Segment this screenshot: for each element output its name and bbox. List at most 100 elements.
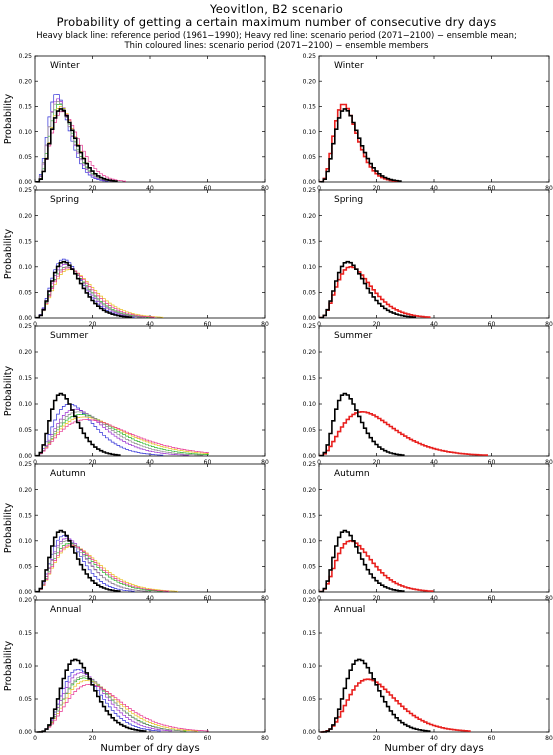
x-tick-label: 80 [261, 459, 269, 466]
x-tick-label: 60 [204, 321, 212, 328]
ensemble-member-line [36, 267, 155, 318]
x-tick-label: 20 [373, 459, 381, 466]
y-tick-label: 0.20 [303, 78, 317, 85]
y-tick-label: 0.25 [19, 323, 33, 330]
y-tick-label: 0.15 [19, 630, 33, 637]
x-tick-label: 20 [89, 735, 97, 742]
x-tick-label: 0 [33, 459, 37, 466]
x-tick-label: 60 [488, 321, 496, 328]
reference-line [319, 108, 402, 183]
ensemble-member-line [36, 684, 209, 733]
reference-line [35, 260, 133, 319]
y-tick-label: 0.05 [303, 154, 317, 161]
season-label: Autumn [334, 469, 370, 479]
x-tick-label: 60 [204, 735, 212, 742]
ensemble-mean-line [319, 540, 434, 593]
figure-title: Yeovitlon, B2 scenario [209, 2, 344, 16]
y-tick-label: 0.20 [303, 349, 317, 356]
ensemble-mean-line [320, 678, 471, 733]
panel-spring-members: 0.000.050.100.150.200.250 20 40 60 80SpringP… [3, 187, 269, 328]
ensemble-member-line [36, 403, 164, 456]
ensemble-member-line [36, 677, 187, 733]
season-label: Annual [334, 605, 365, 615]
plot-frame [34, 189, 266, 319]
ensemble-member-line [36, 414, 209, 456]
ensemble-member-line [36, 408, 190, 456]
y-axis-label: Probability [3, 641, 14, 692]
panel-autumn-members: 0.000.050.100.150.200.250 20 40 60 80AutumnP… [3, 461, 269, 602]
x-tick-label: 40 [430, 459, 438, 466]
x-tick-label: 0 [33, 595, 37, 602]
ensemble-member-line [36, 269, 164, 318]
ensemble-mean-line [319, 266, 431, 319]
y-tick-label: 0.10 [19, 663, 33, 670]
reference-line [319, 260, 417, 319]
panel-winter-members: 0.000.050.100.150.200.250 20 40 60 80WinterP… [3, 53, 269, 192]
x-tick-label: 40 [146, 459, 154, 466]
plot-frame [318, 55, 550, 183]
x-tick-label: 20 [89, 321, 97, 328]
y-axis-label: Probability [3, 366, 14, 417]
x-tick-label: 80 [545, 595, 553, 602]
y-tick-label: 0.00 [303, 729, 317, 736]
x-tick-label: 20 [373, 185, 381, 192]
y-tick-label: 0.00 [303, 453, 317, 460]
y-tick-label: 0.00 [19, 315, 33, 322]
legend-line-1: Heavy black line: reference period (1961… [36, 30, 517, 40]
y-axis-label: Probability [3, 503, 14, 554]
x-tick-label: 80 [545, 321, 553, 328]
y-tick-label: 0.00 [19, 453, 33, 460]
plot-frame [34, 599, 266, 733]
y-axis-label: Probability [3, 229, 14, 280]
x-tick-label: 20 [373, 735, 381, 742]
ensemble-member-line [36, 111, 126, 183]
y-tick-label: 0.25 [19, 187, 33, 194]
y-tick-label: 0.00 [19, 179, 33, 186]
reference-line [319, 529, 405, 593]
y-tick-label: 0.00 [303, 179, 317, 186]
x-tick-label: 0 [33, 735, 37, 742]
x-axis-label: Number of dry days [384, 743, 483, 754]
x-tick-label: 40 [430, 735, 438, 742]
x-tick-label: 20 [89, 185, 97, 192]
y-tick-label: 0.20 [19, 349, 33, 356]
x-tick-label: 0 [33, 321, 37, 328]
ensemble-mean-line [319, 411, 488, 457]
y-tick-label: 0.20 [19, 213, 33, 220]
x-tick-label: 40 [430, 185, 438, 192]
x-tick-label: 60 [204, 185, 212, 192]
y-tick-label: 0.00 [303, 589, 317, 596]
y-tick-label: 0.15 [303, 375, 317, 382]
ensemble-member-line [36, 675, 184, 733]
x-tick-label: 80 [261, 595, 269, 602]
y-tick-label: 0.20 [303, 213, 317, 220]
y-tick-label: 0.10 [303, 129, 317, 136]
y-axis-label: Probability [3, 94, 14, 145]
y-tick-label: 0.00 [19, 589, 33, 596]
x-tick-label: 0 [317, 595, 321, 602]
y-tick-label: 0.10 [19, 264, 33, 271]
figure-subtitle: Probability of getting a certain maximum… [56, 15, 497, 29]
x-tick-label: 80 [261, 185, 269, 192]
reference-line [35, 529, 121, 593]
season-label: Spring [334, 195, 363, 205]
ensemble-member-line [36, 94, 109, 182]
x-tick-label: 40 [146, 595, 154, 602]
x-tick-label: 0 [317, 321, 321, 328]
y-tick-label: 0.05 [19, 427, 33, 434]
y-tick-label: 0.05 [303, 427, 317, 434]
ensemble-member-line [36, 544, 170, 592]
plot-frame [34, 463, 266, 593]
x-axis-label: Number of dry days [100, 743, 199, 754]
y-tick-label: 0.25 [303, 323, 317, 330]
x-tick-label: 60 [488, 185, 496, 192]
x-tick-label: 60 [204, 595, 212, 602]
ensemble-member-line [36, 680, 198, 733]
reference-line [35, 392, 121, 457]
y-tick-label: 0.25 [303, 53, 317, 60]
reference-line [319, 392, 405, 457]
panel-annual-mean: 0.000.050.100.150.200 20 40 60 80AnnualNumbe… [303, 597, 553, 754]
